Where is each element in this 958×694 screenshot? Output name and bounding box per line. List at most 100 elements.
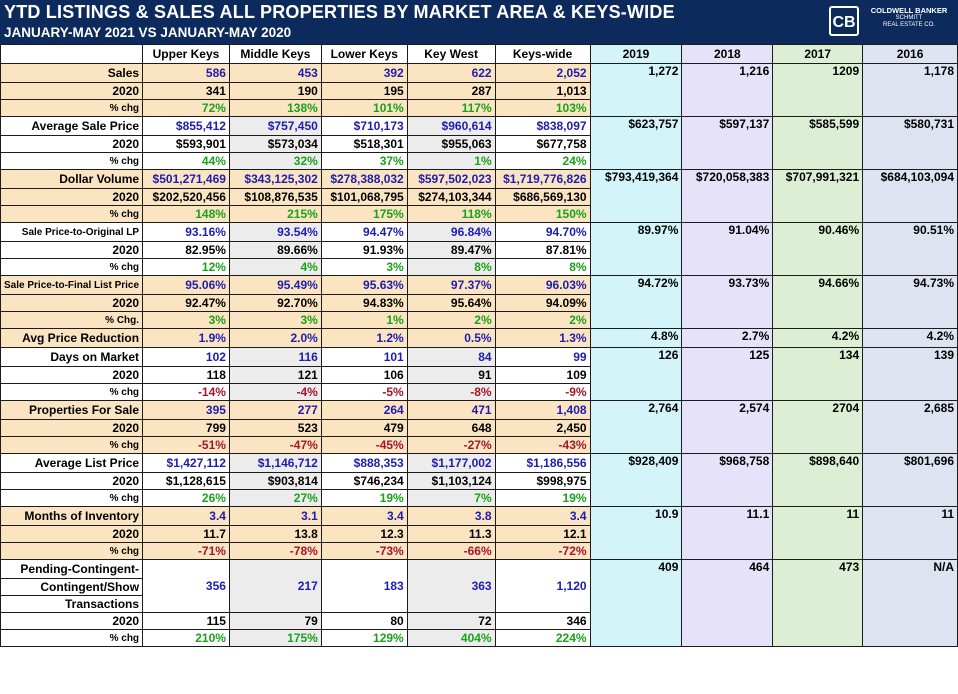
metric-value: 356 [142,559,230,613]
percent-change-label: % chg [0,205,144,223]
metric-value: 3.4 [142,506,230,526]
percent-change-value: 19% [494,489,591,507]
metric-value: 84 [406,347,496,367]
prior-year-row: 2020 115 79 80 72 346 [0,612,958,630]
percent-change-value: -47% [228,436,322,454]
year-value: 125 [681,347,774,401]
prior-year-value: $108,876,535 [228,188,322,206]
prior-year-value: 121 [228,366,322,384]
percent-change-value: 2% [406,311,496,329]
year-value: 2,764 [589,400,683,454]
year-value: 464 [681,559,774,647]
metric-value: 1,120 [494,559,591,613]
percent-change-value: 129% [320,629,408,647]
year-value: 4.2% [772,328,864,348]
prior-year-value: 12.1 [494,525,591,543]
metric-label: Sale Price-to-Original LP [0,222,144,242]
metric-value: 3.8 [406,506,496,526]
prior-year-value: 13.8 [228,525,322,543]
column-header: Middle Keys [228,44,322,64]
prior-year-value: 195 [320,82,408,100]
metric-value: 96.84% [406,222,496,242]
prior-year-label: 2020 [0,419,144,437]
cb-logo-icon: CB [829,6,859,36]
percent-change-value: 103% [494,99,591,117]
percent-change-value: 72% [142,99,230,117]
metric-value: 116 [228,347,322,367]
percent-change-label: % chg [0,152,144,170]
percent-change-value: -73% [320,542,408,560]
prior-year-value: $677,758 [494,135,591,153]
prior-year-value: 91.93% [320,241,408,259]
metric-label: Average List Price [0,453,144,473]
percent-change-value: -71% [142,542,230,560]
metric-value: 1.9% [142,328,230,348]
brand-name: COLDWELL BANKER SCHMITT REAL ESTATE CO. [870,6,948,28]
metric-value: 95.63% [320,275,408,295]
metric-row: Properties For Sale 395 277 264 471 1,408 2,76… [0,400,958,454]
metric-value: 95.49% [228,275,322,295]
percent-change-row: % Chg. 3% 3% 1% 2% 2% [0,311,958,329]
percent-change-value: 44% [142,152,230,170]
prior-year-value: 190 [228,82,322,100]
percent-change-value: 3% [228,311,322,329]
metric-value: 99 [494,347,591,367]
prior-year-value: $746,234 [320,472,408,490]
metric-value: 1,408 [494,400,591,420]
prior-year-value: 109 [494,366,591,384]
prior-year-value: 94.09% [494,294,591,312]
percent-change-label: % chg [0,542,144,560]
prior-year-value: $998,975 [494,472,591,490]
metric-value: 93.16% [142,222,230,242]
percent-change-value: 1% [320,311,408,329]
percent-change-value: 26% [142,489,230,507]
metric-value: 471 [406,400,496,420]
prior-year-value: 11.3 [406,525,496,543]
percent-change-value: -45% [320,436,408,454]
percent-change-label: % chg [0,436,144,454]
prior-year-row: 2020 82.95% 89.66% 91.93% 89.47% 87.81% [0,241,958,259]
percent-change-value: 2% [494,311,591,329]
metric-value: $1,186,556 [494,453,591,473]
metric-value: $960,614 [406,116,496,136]
prior-year-row: 2020 799 523 479 648 2,450 [0,419,958,437]
metric-value: 277 [228,400,322,420]
year-value: $928,409 [589,453,683,507]
year-value: $801,696 [862,453,958,507]
percent-change-row: % chg -51% -47% -45% -27% -43% [0,436,958,454]
metric-value: 94.70% [494,222,591,242]
year-value: 134 [772,347,864,401]
percent-change-value: -43% [494,436,591,454]
report-header: YTD LISTINGS & SALES ALL PROPERTIES BY M… [0,0,958,44]
percent-change-value: -8% [406,383,496,401]
percent-change-value: 118% [406,205,496,223]
metric-value: 3.4 [494,506,591,526]
percent-change-value: 101% [320,99,408,117]
percent-change-value: -78% [228,542,322,560]
metric-value: $597,502,023 [406,169,496,189]
metric-value: 102 [142,347,230,367]
year-value: 1,272 [589,63,683,117]
prior-year-value: 115 [142,612,230,630]
brand-logo: CB COLDWELL BANKER SCHMITT REAL ESTATE C… [825,4,955,40]
year-value: 94.73% [862,275,958,329]
column-header: Keys-wide [494,44,591,64]
prior-year-label: 2020 [0,366,144,384]
metric-value: 96.03% [494,275,591,295]
percent-change-label: % chg [0,383,144,401]
year-value: 10.9 [589,506,683,560]
metric-value: $278,388,032 [320,169,408,189]
prior-year-value: 341 [142,82,230,100]
percent-change-value: 117% [406,99,496,117]
prior-year-value: $593,901 [142,135,230,153]
metric-label-row: Transactions [0,595,958,613]
year-value: $623,757 [589,116,683,170]
year-value: N/A [862,559,958,647]
percent-change-value: 224% [494,629,591,647]
percent-change-value: 215% [228,205,322,223]
metric-value: 0.5% [406,328,496,348]
year-value: 94.66% [772,275,864,329]
metric-value: 2,052 [494,63,591,83]
year-value: $580,731 [862,116,958,170]
metric-value: $1,719,776,826 [494,169,591,189]
